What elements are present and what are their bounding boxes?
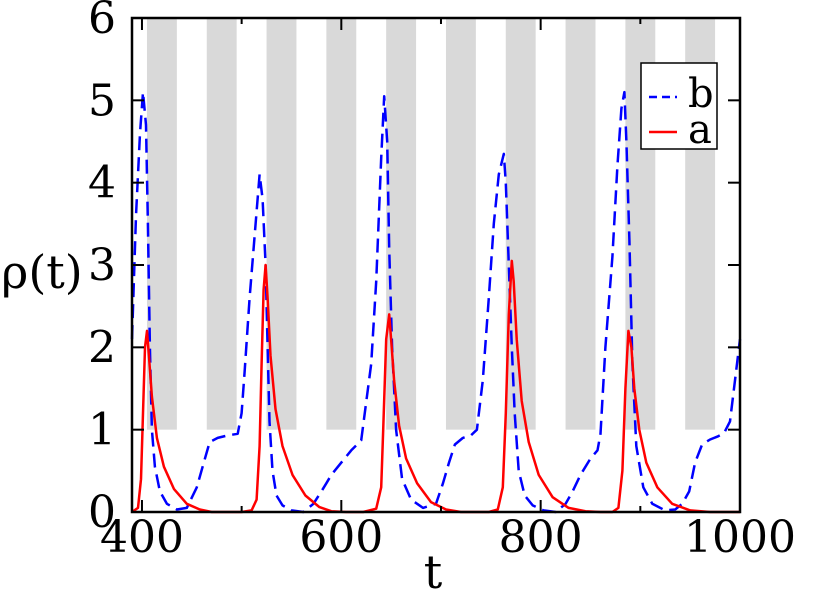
shaded-band-3 (326, 18, 357, 430)
y-axis-label: ρ(t) (1, 245, 82, 299)
shaded-band-7 (565, 18, 596, 430)
x-tick-label-2: 800 (499, 512, 583, 563)
y-tick-label-4: 4 (88, 158, 116, 209)
legend: b a (640, 62, 718, 153)
x-axis-label: t (424, 545, 443, 593)
y-tick-label-5: 5 (88, 75, 116, 126)
shaded-bands (146, 18, 716, 430)
shaded-band-4 (386, 18, 417, 430)
y-tick-label-6: 6 (88, 0, 116, 44)
y-tick-label-3: 3 (88, 240, 116, 291)
shaded-band-5 (445, 18, 476, 430)
legend-label-a: a (688, 107, 712, 153)
legend-label-b: b (688, 71, 714, 117)
y-tick-label-2: 2 (88, 322, 116, 373)
tick-labels: 400 600 800 1000 0 1 2 3 4 5 6 (88, 0, 796, 563)
shaded-band-1 (206, 18, 237, 430)
plot-area-frame (130, 16, 742, 514)
x-tick-label-3: 1000 (684, 512, 796, 563)
shaded-band-0 (146, 18, 177, 430)
x-tick-label-1: 600 (299, 512, 383, 563)
y-tick-label-1: 1 (88, 405, 116, 456)
series-line-b (130, 90, 742, 514)
x-tick-label-0: 400 (100, 512, 184, 563)
legend-box (640, 62, 718, 150)
y-tick-label-0: 0 (88, 487, 116, 538)
shaded-band-6 (505, 18, 536, 430)
